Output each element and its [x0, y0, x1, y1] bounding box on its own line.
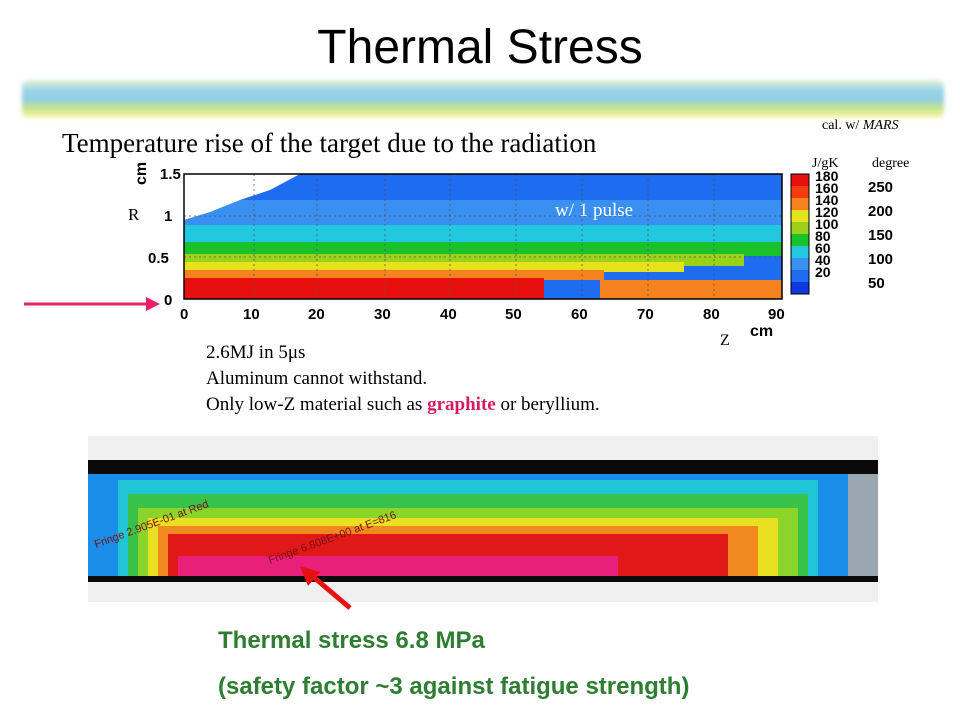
cb-label-180: 180	[815, 168, 839, 184]
z-tick-0: 0	[180, 306, 189, 323]
calc-note: cal. w/ MARS	[822, 118, 899, 134]
graphite-highlight: graphite	[427, 394, 496, 415]
cb-degree-200: 200	[868, 203, 894, 220]
pulse-annotation: w/ 1 pulse	[555, 200, 634, 221]
slide-title: Thermal Stress	[317, 21, 643, 74]
r-tick-0-5: 0.5	[148, 250, 169, 267]
z-tick-70: 70	[637, 306, 654, 323]
z-tick-10: 10	[243, 306, 260, 323]
z-tick-80: 80	[703, 306, 720, 323]
r-tick-1: 1	[164, 208, 173, 225]
cb-degree-250: 250	[868, 179, 894, 196]
note-material: Only low-Z material such as graphite or …	[206, 394, 600, 415]
cb-label-60: 60	[815, 240, 831, 256]
r-tick-0: 0	[164, 292, 173, 309]
colorbar-right-labels: 250 200 150 100 50	[868, 176, 893, 296]
r-tick-1-5: 1.5	[160, 166, 181, 183]
stress-point-arrow	[300, 566, 352, 610]
r-axis-unit: cm	[133, 161, 150, 185]
calc-note-code: MARS	[862, 118, 899, 133]
safety-factor: (safety factor ~3 against fatigue streng…	[218, 673, 690, 700]
colorbar-unit-degree: degree	[872, 156, 910, 171]
stress-simulation-image: Fringe 2.905E-01 at Red Fringe 6.808E+00…	[88, 436, 878, 602]
cb-degree-50: 50	[868, 275, 885, 292]
z-tick-20: 20	[308, 306, 325, 323]
slide-subtitle: Temperature rise of the target due to th…	[62, 128, 597, 158]
z-tick-30: 30	[374, 306, 391, 323]
cb-label-40: 40	[815, 252, 831, 268]
colorbar	[790, 173, 810, 295]
z-axis-label: Z	[720, 332, 730, 349]
note-energy: 2.6MJ in 5μs	[206, 342, 306, 363]
z-tick-50: 50	[505, 306, 522, 323]
z-axis-unit: cm	[750, 323, 774, 340]
z-tick-60: 60	[571, 306, 588, 323]
notes-block: 2.6MJ in 5μs Aluminum cannot withstand. …	[206, 340, 600, 418]
z-tick-90: 90	[768, 306, 785, 323]
colorbar-left-labels: 180 160 140 120 100 80 60 40 20	[815, 168, 839, 280]
cb-label-160: 160	[815, 180, 839, 196]
r0-pointer-arrow	[24, 297, 160, 311]
cb-label-20: 20	[815, 264, 831, 280]
cb-degree-150: 150	[868, 227, 894, 244]
decorative-band	[22, 80, 944, 118]
z-tick-40: 40	[440, 306, 457, 323]
stress-value: Thermal stress 6.8 MPa	[218, 627, 485, 654]
cb-label-80: 80	[815, 228, 831, 244]
calc-note-prefix: cal. w/	[822, 118, 860, 133]
cb-label-120: 120	[815, 204, 839, 220]
r-axis-label: R	[128, 205, 140, 224]
cb-label-140: 140	[815, 192, 839, 208]
stress-result-block: Thermal stress 6.8 MPa (safety factor ~3…	[218, 618, 689, 710]
heatmap-body	[183, 173, 783, 300]
note-aluminum: Aluminum cannot withstand.	[206, 368, 428, 389]
cb-label-100: 100	[815, 216, 839, 232]
cb-degree-100: 100	[868, 251, 894, 268]
colorbar-unit-jgk: J/gK	[812, 156, 839, 171]
